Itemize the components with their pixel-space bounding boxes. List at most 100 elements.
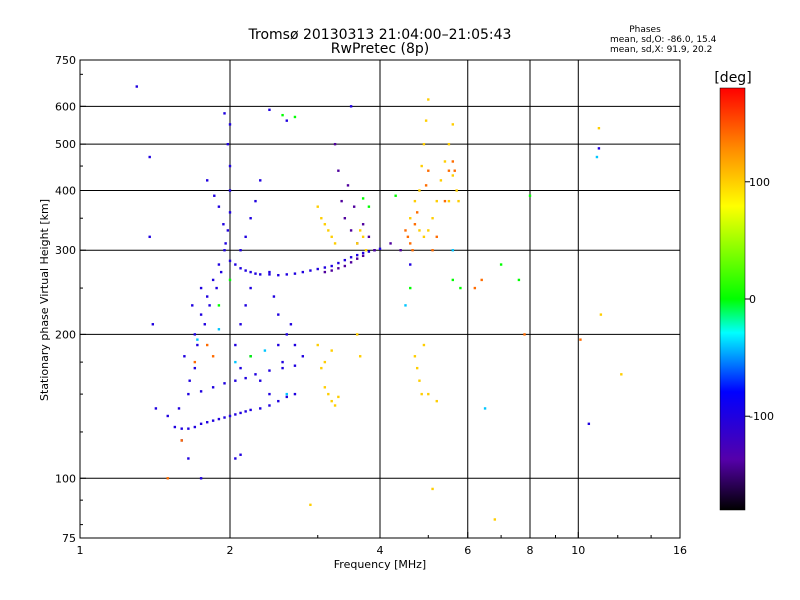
data-point xyxy=(244,304,247,307)
data-point xyxy=(135,85,138,88)
data-point xyxy=(205,343,209,347)
data-point xyxy=(579,338,582,341)
data-point xyxy=(523,333,526,336)
data-point xyxy=(249,286,252,290)
data-point xyxy=(244,376,247,380)
data-point xyxy=(418,229,421,232)
data-point xyxy=(480,278,483,282)
data-point xyxy=(166,414,169,418)
x-tick-label: 16 xyxy=(673,544,687,557)
data-point xyxy=(411,249,414,252)
y-tick-label: 100 xyxy=(55,472,76,485)
x-tick-label: 1 xyxy=(77,544,84,557)
data-point xyxy=(293,343,297,347)
data-point xyxy=(285,119,288,122)
colorbar-label: [deg] xyxy=(714,70,751,86)
data-point xyxy=(234,263,237,266)
y-tick-label: 750 xyxy=(55,54,76,67)
data-point xyxy=(199,477,203,480)
data-point xyxy=(399,249,402,252)
data-point xyxy=(327,229,330,232)
data-point xyxy=(226,142,230,146)
y-tick-label: 600 xyxy=(55,100,76,113)
data-point xyxy=(316,267,319,271)
data-point xyxy=(254,272,257,275)
data-point xyxy=(180,439,183,442)
data-point xyxy=(422,142,426,146)
data-point xyxy=(196,338,199,341)
data-point xyxy=(333,242,337,245)
colorbar-tick-label: -100 xyxy=(749,410,774,423)
data-point xyxy=(239,453,242,456)
data-point xyxy=(455,189,458,192)
data-point xyxy=(205,179,209,182)
data-point xyxy=(239,249,242,252)
data-point xyxy=(224,242,227,245)
data-point xyxy=(409,217,412,220)
data-point xyxy=(349,229,353,232)
data-point xyxy=(213,194,216,197)
data-point xyxy=(211,419,215,422)
data-point xyxy=(355,253,359,257)
data-point xyxy=(364,249,368,252)
data-point xyxy=(301,355,305,358)
data-point xyxy=(259,407,262,410)
data-point xyxy=(183,355,186,358)
data-point xyxy=(358,355,362,358)
data-point xyxy=(528,194,532,197)
data-point xyxy=(196,343,199,347)
data-point xyxy=(378,247,382,251)
data-point xyxy=(599,313,603,316)
data-point xyxy=(219,270,223,274)
data-point xyxy=(424,119,428,122)
data-point xyxy=(215,286,218,290)
data-point xyxy=(211,278,215,282)
data-point xyxy=(349,261,353,264)
data-point xyxy=(281,366,284,370)
data-point xyxy=(293,272,297,275)
data-point xyxy=(234,457,237,460)
data-point xyxy=(418,189,421,192)
data-point xyxy=(199,390,203,393)
data-point xyxy=(473,286,477,290)
data-point xyxy=(191,304,194,307)
data-point xyxy=(394,194,397,197)
data-point xyxy=(415,366,419,370)
data-point xyxy=(337,267,340,270)
data-point xyxy=(361,254,365,258)
data-point xyxy=(413,355,417,358)
data-point xyxy=(447,142,451,146)
data-point xyxy=(228,278,232,282)
data-point xyxy=(361,251,365,255)
data-point xyxy=(223,416,226,419)
data-point xyxy=(193,425,197,429)
data-point xyxy=(337,395,340,399)
data-point xyxy=(439,179,443,182)
data-point xyxy=(208,304,211,307)
data-point xyxy=(597,147,601,150)
x-axis-label: Frequency [MHz] xyxy=(334,558,426,571)
x-tick-label: 4 xyxy=(377,544,384,557)
data-point xyxy=(193,333,197,336)
data-point xyxy=(330,269,333,272)
data-point xyxy=(330,235,333,239)
data-point xyxy=(268,369,271,372)
data-point xyxy=(205,295,209,298)
data-point xyxy=(293,392,297,396)
scatter-points xyxy=(135,85,623,521)
data-point xyxy=(249,270,252,274)
data-point xyxy=(281,360,284,364)
data-point xyxy=(244,269,247,272)
data-point xyxy=(431,249,434,252)
data-point xyxy=(244,235,247,239)
data-point xyxy=(361,223,365,226)
y-axis-label: Stationary phase Virtual Height [km] xyxy=(38,199,51,401)
data-point xyxy=(323,266,327,269)
data-point xyxy=(333,404,337,407)
data-point xyxy=(323,386,327,389)
data-point xyxy=(361,235,365,239)
data-point xyxy=(427,392,430,396)
data-point xyxy=(289,323,293,326)
data-point xyxy=(309,269,312,272)
data-point xyxy=(234,343,237,347)
